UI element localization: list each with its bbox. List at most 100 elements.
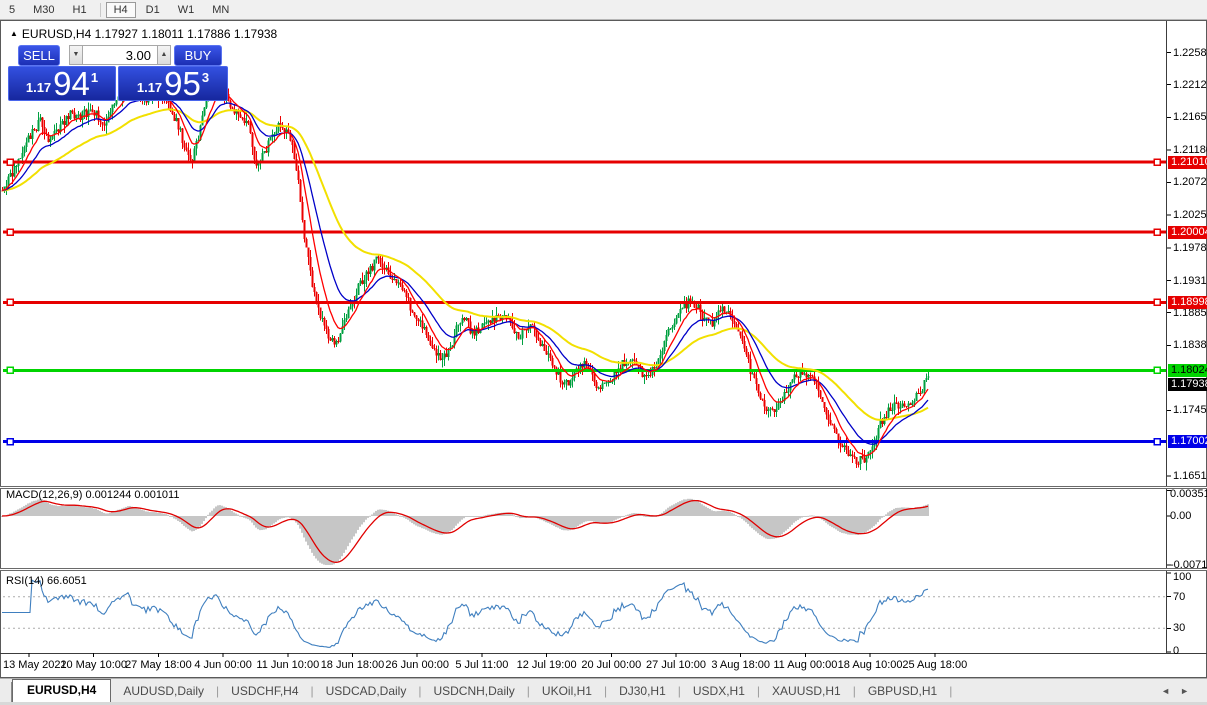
- tab-stub: [0, 682, 12, 702]
- time-axis-label: 5 Jul 11:00: [455, 659, 509, 671]
- chart-tab-audusd[interactable]: AUDUSD,Daily: [123, 684, 205, 698]
- macd-axis-label: 0.003515: [1170, 488, 1207, 500]
- price-axis-label: 1.19310: [1173, 274, 1207, 287]
- time-axis-label: 20 Jul 00:00: [581, 659, 642, 671]
- tab-separator: |: [677, 684, 681, 698]
- level-price-badge: 1.17002: [1168, 435, 1207, 449]
- time-axis-label: 25 Aug 18:00: [902, 659, 968, 671]
- price-axis-label: 1.20250: [1173, 209, 1207, 222]
- timeframe-button-d1[interactable]: D1: [145, 3, 160, 16]
- timeframe-button-h1[interactable]: H1: [72, 3, 87, 16]
- sell-price-big: 94: [53, 65, 90, 102]
- chart-tab-xauusd[interactable]: XAUUSD,H1: [772, 684, 841, 698]
- macd-label: MACD(12,26,9) 0.001244 0.001011: [6, 489, 180, 501]
- time-axis-line: [0, 653, 1207, 654]
- sell-button[interactable]: SELL: [18, 44, 60, 66]
- tab-separator: |: [310, 684, 314, 698]
- time-axis-label: 11 Aug 00:00: [773, 659, 838, 671]
- buy-price-sup: 3: [201, 70, 210, 85]
- chart-tab-usdchf[interactable]: USDCHF,H4: [231, 684, 299, 698]
- buy-price-big: 95: [164, 65, 201, 102]
- rsi-axis-label: 100: [1173, 571, 1192, 583]
- chart-tab-eurusd[interactable]: EURUSD,H4: [12, 679, 112, 702]
- time-axis-label: 3 Aug 18:00: [711, 659, 771, 671]
- level-price-badge: 1.18998: [1168, 295, 1207, 309]
- price-axis-label: 1.21650: [1173, 111, 1207, 124]
- macd-panel-splitter[interactable]: [0, 486, 1207, 489]
- time-axis-label: 20 May 10:00: [60, 659, 128, 671]
- rsi-panel-splitter[interactable]: [0, 568, 1207, 571]
- rsi-group: [2, 579, 1166, 648]
- sell-price-panel[interactable]: 1.17 94 1: [8, 66, 116, 101]
- toolbar-separator: [99, 2, 101, 17]
- macd-axis-label: 0.00: [1170, 510, 1192, 522]
- rsi-axis-label: 30: [1173, 622, 1186, 635]
- sell-price-small: 1.17: [25, 80, 52, 95]
- price-axis-label: 1.18380: [1173, 339, 1207, 352]
- chart-title-arrow-icon: ▲: [10, 29, 18, 38]
- price-axis-label: 1.17450: [1173, 404, 1207, 417]
- timeframe-toolbar: 5 M30 H1 H4 D1 W1 MN: [0, 0, 1207, 20]
- candles-group: [1, 69, 930, 471]
- chart-tab-ukoil[interactable]: UKOil,H1: [541, 684, 592, 698]
- volume-input[interactable]: [83, 45, 157, 65]
- time-axis-label: 4 Jun 00:00: [194, 659, 252, 671]
- tab-scroll-left-icon[interactable]: ◄: [1161, 686, 1181, 696]
- rsi-axis-label: 0: [1173, 645, 1180, 657]
- buy-price-panel[interactable]: 1.17 95 3: [118, 66, 228, 101]
- trade-panel-row: SELL ▼ ▲ BUY: [8, 44, 222, 66]
- volume-decrease-button[interactable]: ▼: [69, 45, 83, 65]
- time-axis-label: 26 Jun 00:00: [385, 659, 449, 671]
- chart-tab-usdcnh[interactable]: USDCNH,Daily: [433, 684, 515, 698]
- tab-scroll-arrows[interactable]: ◄►: [1161, 686, 1199, 696]
- chart-title-text: EURUSD,H4 1.17927 1.18011 1.17886 1.1793…: [21, 27, 278, 41]
- level-price-badge: 1.20004: [1168, 225, 1207, 239]
- price-axis-label: 1.21180: [1173, 144, 1207, 157]
- time-axis-label: 12 Jul 19:00: [516, 659, 577, 671]
- tab-separator: |: [526, 684, 530, 698]
- chart-tab-usdcad[interactable]: USDCAD,Daily: [325, 684, 407, 698]
- price-axis-label: 1.22580: [1173, 46, 1207, 59]
- sell-price-sup: 1: [90, 70, 99, 85]
- chart-tab-dj30[interactable]: DJ30,H1: [619, 684, 666, 698]
- tab-separator: |: [852, 684, 856, 698]
- timeframe-button-5[interactable]: 5: [9, 3, 16, 16]
- chart-tab-usdx[interactable]: USDX,H1: [692, 684, 745, 698]
- level-lines-group[interactable]: [3, 158, 1166, 446]
- tab-scroll-right-icon[interactable]: ►: [1180, 686, 1199, 696]
- time-axis-label: 18 Aug 10:00: [837, 659, 903, 671]
- level-price-badge: 1.18024: [1168, 363, 1207, 377]
- level-price-badge: 1.21010: [1168, 155, 1207, 169]
- price-axis-label: 1.18850: [1173, 306, 1207, 319]
- price-axis-label: 1.22120: [1173, 78, 1207, 91]
- tab-separator: |: [603, 684, 608, 698]
- tab-separator: |: [756, 684, 761, 698]
- chart-tab-bar: EURUSD,H4 AUDUSD,Daily | USDCHF,H4 | USDCAD,D…: [0, 678, 1207, 702]
- tab-separator: |: [216, 684, 220, 698]
- axis-ticks-group: [28, 52, 1171, 657]
- bottom-strip: [0, 702, 1207, 705]
- chart-tab-gbpusd[interactable]: GBPUSD,H1: [867, 684, 938, 698]
- timeframe-button-h4[interactable]: H4: [105, 1, 136, 18]
- timeframe-button-mn[interactable]: MN: [212, 3, 230, 16]
- time-axis-label: 11 Jun 10:00: [256, 659, 320, 671]
- buy-price-small: 1.17: [136, 80, 163, 95]
- timeframe-button-w1[interactable]: W1: [177, 3, 195, 16]
- buy-button[interactable]: BUY: [174, 44, 222, 66]
- tab-separator: |: [418, 684, 422, 698]
- time-axis-label: 18 Jun 18:00: [320, 659, 385, 671]
- rsi-label: RSI(14) 66.6051: [6, 575, 87, 587]
- timeframe-button-m30[interactable]: M30: [33, 3, 55, 16]
- time-axis-label: 27 Jul 10:00: [646, 659, 706, 671]
- macd-group: [1, 498, 929, 565]
- tab-separator: |: [949, 684, 953, 698]
- price-axis-label: 1.19780: [1173, 241, 1207, 254]
- rsi-axis-label: 70: [1173, 590, 1186, 603]
- time-axis-label: 13 May 2021: [3, 659, 67, 671]
- price-axis-separator: [1166, 21, 1167, 653]
- moving-averages-group: [1, 92, 929, 457]
- volume-increase-button[interactable]: ▲: [157, 45, 171, 65]
- current-price-badge: 1.17938: [1168, 377, 1207, 391]
